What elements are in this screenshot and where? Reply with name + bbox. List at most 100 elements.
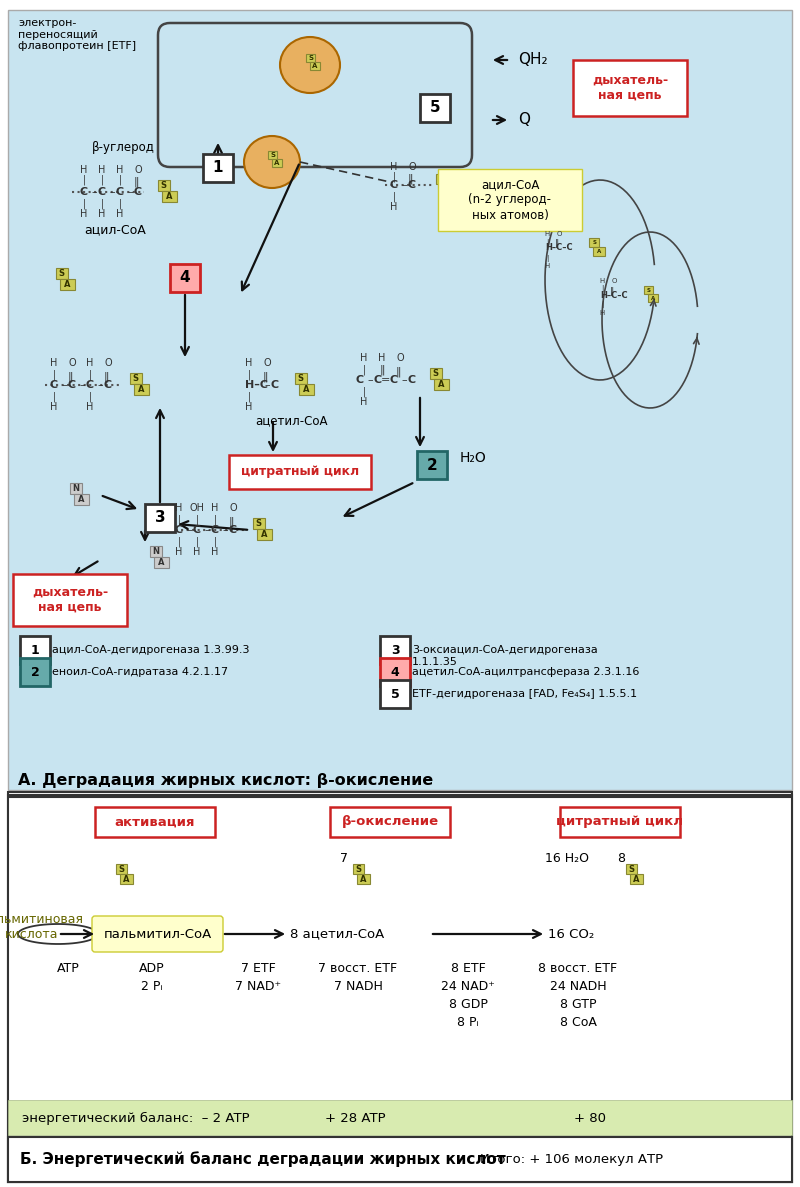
Text: 24 NADH: 24 NADH (550, 980, 606, 994)
Text: цитратный цикл: цитратный цикл (557, 815, 683, 829)
FancyBboxPatch shape (573, 61, 687, 116)
FancyBboxPatch shape (203, 154, 233, 182)
Text: –: – (204, 525, 210, 535)
Text: ‖: ‖ (407, 173, 413, 184)
Text: S: S (161, 180, 167, 190)
Text: цитратный цикл: цитратный цикл (241, 465, 359, 478)
Text: 16 H₂O: 16 H₂O (545, 852, 589, 865)
Text: –: – (109, 188, 115, 197)
Text: C: C (80, 188, 88, 197)
Text: H: H (175, 547, 182, 557)
Ellipse shape (244, 137, 300, 188)
Text: H: H (116, 165, 124, 174)
Text: H: H (599, 310, 605, 316)
Text: |: | (247, 392, 250, 402)
Bar (436, 174, 447, 184)
Bar (258, 529, 271, 540)
Text: O: O (556, 231, 562, 237)
Text: Q: Q (518, 113, 530, 127)
Text: C: C (50, 380, 58, 391)
Text: H: H (246, 402, 253, 412)
Bar (120, 874, 133, 884)
Text: –: – (186, 525, 192, 535)
Text: C: C (175, 525, 183, 535)
Text: |: | (392, 192, 396, 202)
Text: A: A (138, 385, 145, 394)
Bar (8, 9, 792, 791)
Text: энергетический баланс:  – 2 ATP: энергетический баланс: – 2 ATP (22, 1111, 250, 1124)
Bar (253, 518, 265, 529)
Text: A: A (64, 280, 70, 288)
FancyBboxPatch shape (560, 807, 680, 837)
Text: A: A (650, 296, 655, 300)
Text: S: S (433, 369, 439, 377)
Text: H–C: H–C (245, 380, 268, 391)
Text: OH: OH (190, 503, 205, 513)
Text: H: H (194, 547, 201, 557)
Text: A: A (78, 495, 85, 504)
Text: Б. Энергетический баланс деградации жирных кислот: Б. Энергетический баланс деградации жирн… (20, 1151, 506, 1167)
Bar (430, 368, 442, 379)
FancyBboxPatch shape (229, 455, 371, 489)
Text: S: S (629, 864, 634, 874)
Text: |: | (82, 174, 86, 185)
Text: 2: 2 (30, 666, 39, 679)
Text: ацил-СоА
(n-2 углерод-
ных атомов): ацил-СоА (n-2 углерод- ных атомов) (469, 178, 551, 222)
Text: QH₂: QH₂ (518, 52, 548, 68)
Bar (60, 279, 74, 290)
Text: O: O (263, 358, 271, 368)
Text: ацетил-СоА: ацетил-СоА (255, 414, 327, 427)
Text: H: H (378, 353, 386, 363)
Text: S: S (646, 287, 651, 293)
Text: |: | (118, 174, 122, 185)
Text: S: S (592, 240, 596, 245)
Text: H: H (50, 402, 58, 412)
Bar (353, 864, 364, 874)
Text: S: S (355, 864, 362, 874)
Bar (134, 383, 149, 395)
Text: H: H (98, 209, 106, 218)
Text: |: | (195, 537, 198, 547)
Text: пальмитиновая
кислота: пальмитиновая кислота (0, 913, 83, 941)
Text: |: | (88, 369, 92, 380)
Bar (440, 184, 453, 193)
Text: S: S (298, 374, 304, 383)
Text: еноил-СоА-гидратаза 4.2.1.17: еноил-СоА-гидратаза 4.2.1.17 (52, 667, 228, 677)
Bar (158, 180, 170, 191)
Text: ‖: ‖ (228, 516, 234, 527)
Text: |: | (178, 537, 181, 547)
Text: H: H (175, 503, 182, 513)
Text: |: | (362, 387, 366, 398)
Text: H: H (544, 264, 550, 269)
Text: ацетил-СоА-ацилтрансфераза 2.3.1.16: ацетил-СоА-ацилтрансфераза 2.3.1.16 (412, 667, 639, 677)
Text: ETF-дегидрогеназа [FAD, Fe₄S₄] 1.5.5.1: ETF-дегидрогеназа [FAD, Fe₄S₄] 1.5.5.1 (412, 688, 637, 699)
Text: А. Деградация жирных кислот: β-окисление: А. Деградация жирных кислот: β-окисление (18, 773, 434, 787)
Text: 3-оксиацил-СоА-дегидрогеназа
1.1.1.35: 3-оксиацил-СоА-дегидрогеназа 1.1.1.35 (412, 646, 598, 667)
FancyBboxPatch shape (380, 680, 410, 707)
Text: S: S (118, 864, 125, 874)
Text: A: A (166, 192, 173, 201)
Bar (56, 268, 68, 279)
Text: C: C (408, 180, 416, 190)
Bar (310, 62, 320, 70)
Bar (130, 373, 142, 383)
Text: C: C (104, 380, 112, 391)
Text: 8 GTP: 8 GTP (560, 998, 596, 1011)
FancyBboxPatch shape (417, 451, 447, 480)
Text: C: C (193, 525, 201, 535)
Text: 1: 1 (213, 160, 223, 176)
Text: |: | (546, 239, 548, 246)
Text: |: | (195, 515, 198, 526)
Text: ‖: ‖ (262, 372, 268, 382)
FancyBboxPatch shape (20, 658, 50, 686)
Text: O: O (134, 165, 142, 174)
Bar (162, 191, 177, 202)
Text: 7 восст. ETF: 7 восст. ETF (318, 963, 398, 976)
Text: H: H (86, 358, 94, 368)
Text: C: C (408, 375, 416, 385)
Bar (593, 247, 605, 256)
FancyBboxPatch shape (13, 575, 127, 626)
Text: ATP: ATP (57, 963, 79, 976)
Text: 8 ацетил-СоА: 8 ацетил-СоА (290, 927, 384, 940)
Text: 7 ETF: 7 ETF (241, 963, 275, 976)
